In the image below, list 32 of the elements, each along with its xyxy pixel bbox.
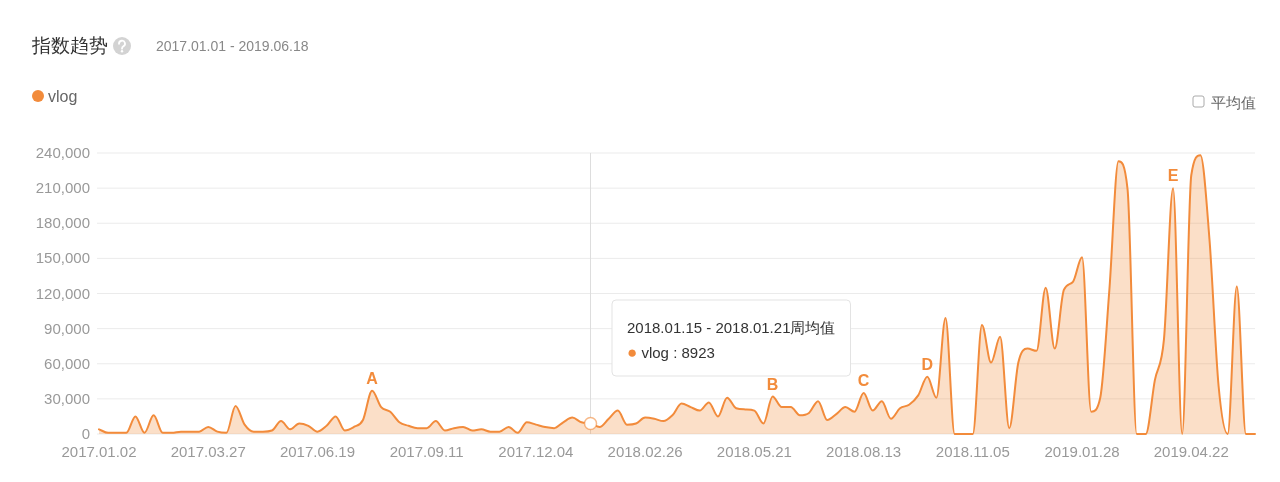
xtick: 2018.02.26 [607,443,683,460]
annotation: B [766,375,779,393]
ytick: 90,000 [44,319,90,337]
xtick: 2017.09.11 [389,443,464,460]
xtick: 2017.06.19 [279,443,355,460]
ytick: 240,000 [35,144,90,161]
xtick: 2018.11.05 [935,443,1010,460]
xtick: 2019.01.28 [1044,443,1120,460]
title: 指数趋势 [32,35,108,56]
control-label: 平均值 [1211,94,1256,111]
xtick: 2017.12.04 [498,443,574,460]
xtick: 2017.03.27 [170,443,246,460]
ytick: 150,000 [35,249,90,267]
annotation: C [857,372,870,389]
xtick: 2019.04.22 [1153,443,1229,460]
ytick: 0 [81,425,90,442]
legend: vlog [32,88,78,105]
ytick: 210,000 [35,179,90,197]
tooltip-label: ● vlog : 8923 [627,343,715,362]
legend-label: vlog [48,88,78,105]
ytick: 120,000 [35,284,90,302]
ytick: 60,000 [44,354,90,372]
xtick: 2018.05.21 [716,443,792,460]
tooltip-label: 2018.01.15 - 2018.01.21周均值 [627,319,836,336]
annotation: A [366,369,378,387]
annotation: D [921,355,934,373]
ytick: 30,000 [44,389,90,407]
subtitle: 2017.01.01 - 2019.06.18 [156,38,309,54]
ytick: 180,000 [35,214,90,232]
annotation: E [1167,167,1179,185]
xtick: 2017.01.02 [61,443,137,460]
xtick: 2018.08.13 [826,443,902,460]
